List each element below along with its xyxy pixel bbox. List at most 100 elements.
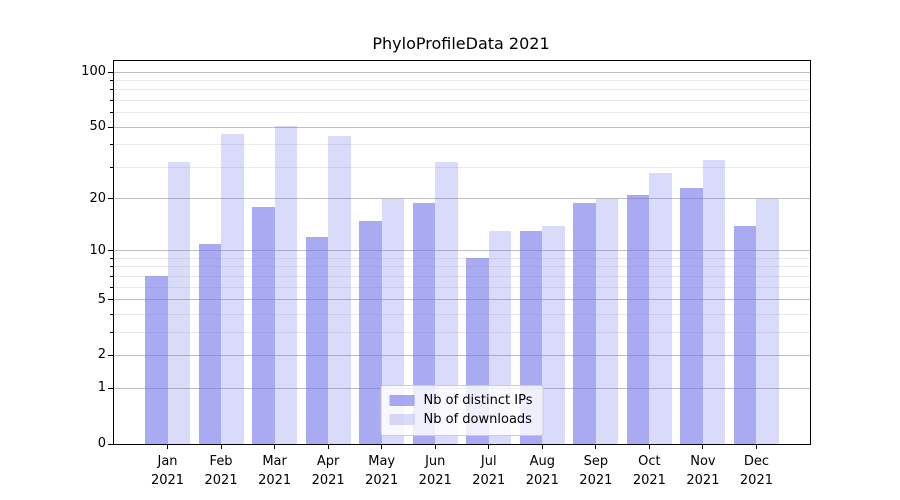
y-tick-minor-70	[110, 100, 113, 102]
y-tick-label-50: 50	[89, 119, 106, 135]
x-tick-label-line: Oct	[638, 454, 661, 469]
bar-nb-of-downloads-may-2021	[381, 198, 405, 444]
y-tick-label-20: 20	[89, 190, 106, 206]
bar-nb-of-distinct-ips-feb-2021	[198, 243, 222, 444]
y-tick-minor-6	[110, 286, 113, 288]
y-tick-2	[108, 354, 113, 356]
bar-nb-of-downloads-dec-2021	[756, 198, 779, 444]
x-tick-mar-2021	[274, 445, 276, 449]
x-tick-label-line: Apr	[316, 454, 340, 469]
y-tick-minor-80	[110, 89, 113, 91]
legend-label-downloads: Nb of downloads	[423, 412, 532, 427]
bar-nb-of-downloads-jun-2021	[435, 162, 458, 444]
bar-nb-of-distinct-ips-apr-2021	[305, 237, 329, 444]
y-tick-label-0: 0	[97, 436, 106, 451]
x-tick-label-line: Dec	[743, 454, 770, 469]
x-tick-dec-2021	[755, 445, 757, 449]
bar-nb-of-distinct-ips-dec-2021	[733, 225, 757, 444]
y-tick-label-100: 100	[81, 64, 106, 80]
bar-nb-of-downloads-oct-2021	[649, 172, 672, 444]
x-tick-label-jul-2021: Jul 2021	[457, 452, 521, 490]
y-tick-minor-8	[110, 266, 113, 268]
x-tick-feb-2021	[220, 445, 222, 449]
legend-label-distinct-ips: Nb of distinct IPs	[423, 393, 533, 408]
x-tick-label-jun-2021: Jun 2021	[403, 452, 467, 490]
bar-nb-of-distinct-ips-oct-2021	[626, 194, 650, 444]
x-tick-label-line: 2021	[365, 473, 399, 488]
y-tick-10	[108, 250, 113, 252]
y-tick-minor-4	[110, 313, 113, 315]
bar-nb-of-distinct-ips-jun-2021	[412, 202, 436, 444]
bar-nb-of-distinct-ips-mar-2021	[252, 206, 275, 444]
y-tick-1	[108, 387, 113, 389]
bar-nb-of-distinct-ips-sep-2021	[573, 202, 596, 444]
plot-area: Nb of distinct IPs Nb of downloads 0 1 2 5 1…	[81, 60, 811, 488]
gridline-minor-30	[114, 166, 810, 168]
x-tick-label-line: 2021	[579, 473, 613, 488]
legend-swatch-downloads	[389, 414, 415, 425]
y-tick-5	[108, 299, 113, 301]
x-tick-label-line: Jul	[480, 454, 497, 469]
x-tick-label-apr-2021: Apr 2021	[296, 452, 360, 490]
bar-nb-of-downloads-aug-2021	[542, 225, 565, 444]
x-tick-jan-2021	[167, 445, 169, 449]
x-tick-nov-2021	[702, 445, 704, 449]
bar-nb-of-distinct-ips-nov-2021	[680, 187, 703, 444]
y-tick-0	[108, 443, 113, 445]
x-tick-jun-2021	[434, 445, 436, 449]
x-tick-label-oct-2021: Oct 2021	[617, 452, 681, 490]
gridline-minor-60	[114, 112, 810, 114]
x-tick-label-line: Aug	[529, 454, 555, 469]
x-tick-label-mar-2021: Mar 2021	[243, 452, 307, 490]
bar-nb-of-distinct-ips-jan-2021	[145, 276, 168, 444]
x-tick-oct-2021	[648, 445, 650, 449]
x-tick-label-line: May	[368, 454, 396, 469]
gridline-minor-7	[114, 275, 810, 277]
x-tick-label-line: 2021	[150, 473, 185, 488]
y-tick-minor-90	[110, 80, 113, 82]
y-tick-label-5: 5	[97, 291, 106, 307]
x-tick-may-2021	[381, 445, 383, 449]
x-tick-label-line: Feb	[209, 454, 233, 469]
bar-nb-of-downloads-apr-2021	[328, 135, 351, 444]
gridline-minor-80	[114, 89, 810, 91]
y-tick-20	[108, 198, 113, 200]
y-tick-minor-40	[110, 144, 113, 146]
x-tick-label-line: Nov	[690, 454, 716, 469]
x-tick-label-may-2021: May 2021	[350, 452, 414, 490]
gridline-minor-70	[114, 100, 810, 102]
gridline-minor-3	[114, 331, 810, 333]
y-tick-100	[108, 71, 113, 73]
y-tick-minor-60	[110, 112, 113, 114]
x-tick-label-line: Sep	[583, 454, 609, 469]
x-tick-label-sep-2021: Sep 2021	[564, 452, 628, 490]
gridline-major-50	[114, 126, 810, 128]
bar-nb-of-downloads-nov-2021	[702, 159, 726, 444]
y-tick-minor-30	[110, 166, 113, 168]
x-tick-label-line: 2021	[739, 473, 773, 488]
x-tick-label-line: Jun	[425, 454, 446, 469]
gridline-minor-8	[114, 266, 810, 268]
x-tick-label-nov-2021: Nov 2021	[671, 452, 735, 490]
gridline-major-10	[114, 250, 810, 252]
legend: Nb of distinct IPs Nb of downloads	[380, 385, 544, 436]
x-tick-label-line: 2021	[632, 473, 666, 488]
x-tick-sep-2021	[595, 445, 597, 449]
x-tick-apr-2021	[327, 445, 329, 449]
x-tick-label-line: 2021	[204, 473, 238, 488]
bar-nb-of-downloads-mar-2021	[274, 125, 298, 444]
x-tick-label-line: 2021	[418, 473, 452, 488]
x-tick-jul-2021	[488, 445, 490, 449]
gridline-major-20	[114, 198, 810, 200]
bar-nb-of-downloads-sep-2021	[595, 198, 619, 444]
gridline-minor-4	[114, 313, 810, 315]
gridline-major-2	[114, 354, 810, 356]
legend-swatch-distinct-ips	[389, 395, 415, 406]
legend-item-distinct-ips: Nb of distinct IPs	[389, 391, 533, 410]
y-tick-label-1: 1	[97, 380, 106, 396]
gridline-major-5	[114, 299, 810, 301]
y-tick-label-10: 10	[89, 242, 106, 258]
bar-nb-of-downloads-jan-2021	[167, 162, 191, 444]
x-tick-label-line: Mar	[262, 454, 287, 469]
